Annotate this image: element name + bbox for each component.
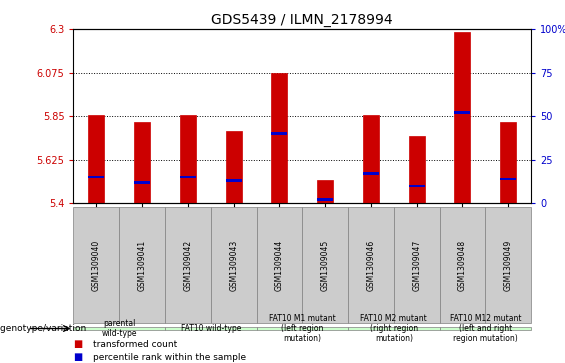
Text: ■: ■ (73, 352, 82, 362)
FancyBboxPatch shape (119, 207, 165, 323)
Text: FAT10 M2 mutant
(right region
mutation): FAT10 M2 mutant (right region mutation) (360, 314, 427, 343)
Text: percentile rank within the sample: percentile rank within the sample (93, 353, 246, 362)
FancyBboxPatch shape (302, 207, 348, 323)
Bar (317, 180, 333, 203)
Bar (500, 178, 516, 180)
Bar (134, 122, 150, 203)
Bar (500, 122, 516, 203)
Text: GSM1309049: GSM1309049 (504, 239, 512, 291)
FancyBboxPatch shape (440, 327, 531, 330)
Bar (454, 111, 471, 114)
Text: FAT10 M1 mutant
(left region
mutation): FAT10 M1 mutant (left region mutation) (269, 314, 336, 343)
FancyBboxPatch shape (348, 207, 394, 323)
Text: GSM1309044: GSM1309044 (275, 239, 284, 291)
Text: GSM1309046: GSM1309046 (367, 239, 375, 291)
Text: genotype/variation: genotype/variation (0, 324, 89, 333)
Bar (408, 184, 425, 187)
Text: ■: ■ (73, 339, 82, 349)
FancyBboxPatch shape (257, 327, 348, 330)
FancyBboxPatch shape (485, 207, 531, 323)
Bar (363, 172, 379, 175)
Bar (180, 115, 196, 203)
Text: GSM1309043: GSM1309043 (229, 239, 238, 291)
FancyBboxPatch shape (257, 207, 302, 323)
Bar (408, 136, 425, 203)
Text: FAT10 M12 mutant
(left and right
region mutation): FAT10 M12 mutant (left and right region … (450, 314, 521, 343)
FancyBboxPatch shape (165, 327, 257, 330)
Text: GSM1309047: GSM1309047 (412, 239, 421, 291)
Bar (317, 199, 333, 201)
Text: transformed count: transformed count (93, 340, 177, 348)
Text: GSM1309040: GSM1309040 (92, 239, 101, 291)
FancyBboxPatch shape (440, 207, 485, 323)
Text: GSM1309041: GSM1309041 (138, 240, 146, 290)
Bar (225, 131, 242, 203)
FancyBboxPatch shape (165, 207, 211, 323)
Bar (454, 32, 471, 203)
Text: FAT10 wild-type: FAT10 wild-type (181, 324, 241, 333)
Text: GSM1309045: GSM1309045 (321, 239, 329, 291)
Bar (88, 176, 105, 179)
FancyBboxPatch shape (394, 207, 440, 323)
FancyBboxPatch shape (211, 207, 257, 323)
Bar (271, 73, 288, 203)
Title: GDS5439 / ILMN_2178994: GDS5439 / ILMN_2178994 (211, 13, 393, 26)
Bar (88, 115, 105, 203)
Bar (225, 179, 242, 182)
Bar (180, 176, 196, 179)
Text: parental
wild-type: parental wild-type (102, 319, 137, 338)
Text: GSM1309042: GSM1309042 (184, 240, 192, 290)
FancyBboxPatch shape (348, 327, 440, 330)
Bar (363, 115, 379, 203)
FancyBboxPatch shape (73, 207, 119, 323)
Bar (271, 132, 288, 135)
Bar (134, 181, 150, 184)
Text: GSM1309048: GSM1309048 (458, 240, 467, 290)
FancyBboxPatch shape (73, 327, 165, 330)
